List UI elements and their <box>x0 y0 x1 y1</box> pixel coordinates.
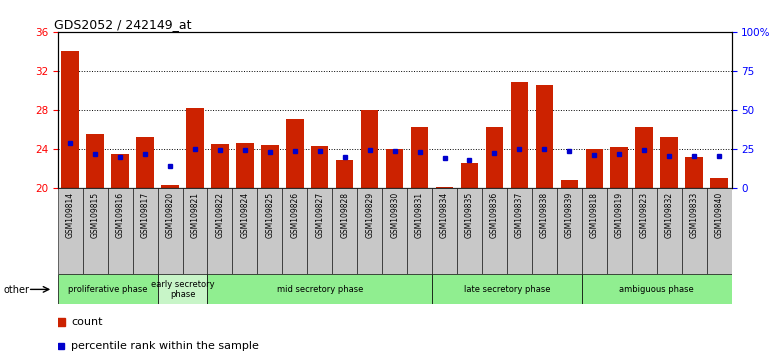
Bar <box>407 188 432 274</box>
Bar <box>261 145 279 188</box>
Bar <box>307 188 332 274</box>
Bar <box>332 188 357 274</box>
Bar <box>710 178 728 188</box>
Text: GSM109834: GSM109834 <box>440 192 449 238</box>
Bar <box>585 149 603 188</box>
Bar <box>357 188 382 274</box>
Bar <box>457 188 482 274</box>
Bar <box>386 149 403 188</box>
Bar <box>257 188 283 274</box>
Text: GSM109831: GSM109831 <box>415 192 424 238</box>
Text: GSM109837: GSM109837 <box>515 192 524 238</box>
Bar <box>136 137 154 188</box>
Bar <box>158 188 182 274</box>
Text: GSM109829: GSM109829 <box>365 192 374 238</box>
Text: GSM109839: GSM109839 <box>565 192 574 238</box>
Bar <box>532 188 557 274</box>
Bar <box>607 188 631 274</box>
Bar <box>432 188 457 274</box>
Bar <box>681 188 707 274</box>
Text: GSM109836: GSM109836 <box>490 192 499 238</box>
Bar <box>236 143 253 188</box>
Bar <box>486 127 503 188</box>
Bar <box>635 127 653 188</box>
Bar <box>112 154 129 188</box>
Bar <box>460 163 478 188</box>
Bar <box>286 120 303 188</box>
Text: GSM109816: GSM109816 <box>116 192 125 238</box>
Text: late secretory phase: late secretory phase <box>464 285 551 294</box>
Text: GSM109835: GSM109835 <box>465 192 474 238</box>
Bar <box>58 274 158 304</box>
Bar <box>685 158 703 188</box>
Text: GSM109830: GSM109830 <box>390 192 399 238</box>
Text: count: count <box>71 317 102 327</box>
Bar <box>207 274 432 304</box>
Bar <box>661 137 678 188</box>
Bar <box>158 274 207 304</box>
Text: GSM109821: GSM109821 <box>190 192 199 238</box>
Text: GSM109823: GSM109823 <box>640 192 648 238</box>
Bar <box>186 108 204 188</box>
Text: other: other <box>4 285 30 295</box>
Text: GSM109814: GSM109814 <box>65 192 75 238</box>
Bar <box>582 274 732 304</box>
Bar <box>233 188 257 274</box>
Bar <box>62 51 79 188</box>
Bar <box>207 188 233 274</box>
Text: proliferative phase: proliferative phase <box>68 285 147 294</box>
Bar <box>86 134 104 188</box>
Bar <box>161 185 179 188</box>
Bar <box>108 188 132 274</box>
Bar <box>182 188 207 274</box>
Text: GSM109833: GSM109833 <box>690 192 698 238</box>
Text: mid secretory phase: mid secretory phase <box>276 285 363 294</box>
Text: GSM109817: GSM109817 <box>141 192 149 238</box>
Bar <box>211 144 229 188</box>
Bar <box>311 146 329 188</box>
Bar <box>82 188 108 274</box>
Text: GSM109820: GSM109820 <box>166 192 175 238</box>
Bar <box>411 127 428 188</box>
Bar <box>432 274 582 304</box>
Bar <box>507 188 532 274</box>
Text: percentile rank within the sample: percentile rank within the sample <box>71 341 259 350</box>
Bar <box>611 147 628 188</box>
Text: ambiguous phase: ambiguous phase <box>619 285 694 294</box>
Bar <box>58 188 82 274</box>
Text: GSM109828: GSM109828 <box>340 192 350 238</box>
Bar <box>557 188 582 274</box>
Bar <box>511 82 528 188</box>
Bar <box>707 188 732 274</box>
Text: GSM109819: GSM109819 <box>614 192 624 238</box>
Bar <box>482 188 507 274</box>
Bar <box>132 188 158 274</box>
Bar <box>283 188 307 274</box>
Bar <box>657 188 681 274</box>
Bar <box>582 188 607 274</box>
Text: GSM109827: GSM109827 <box>315 192 324 238</box>
Bar <box>336 160 353 188</box>
Text: early secretory
phase: early secretory phase <box>151 280 214 299</box>
Text: GSM109822: GSM109822 <box>216 192 224 238</box>
Bar <box>361 110 378 188</box>
Bar <box>561 180 578 188</box>
Text: GSM109818: GSM109818 <box>590 192 599 238</box>
Text: GSM109826: GSM109826 <box>290 192 300 238</box>
Text: GSM109832: GSM109832 <box>665 192 674 238</box>
Text: GSM109815: GSM109815 <box>91 192 99 238</box>
Text: GSM109838: GSM109838 <box>540 192 549 238</box>
Text: GSM109825: GSM109825 <box>266 192 274 238</box>
Bar <box>382 188 407 274</box>
Text: GDS2052 / 242149_at: GDS2052 / 242149_at <box>55 18 192 31</box>
Text: GSM109824: GSM109824 <box>240 192 249 238</box>
Bar <box>631 188 657 274</box>
Bar <box>436 187 454 188</box>
Text: GSM109840: GSM109840 <box>715 192 724 238</box>
Bar <box>536 85 553 188</box>
